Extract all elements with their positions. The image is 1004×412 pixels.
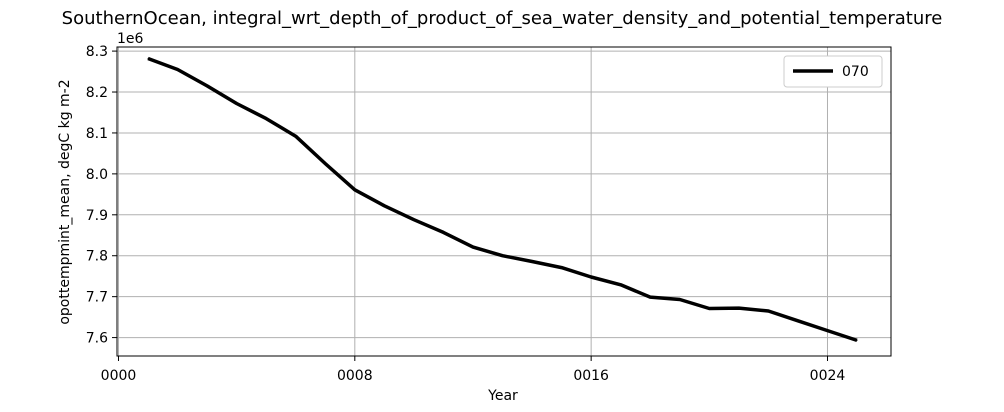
x-tick-label: 0024 [810, 368, 846, 384]
data-point [649, 296, 651, 298]
data-point [295, 135, 297, 137]
data-point [442, 231, 444, 233]
data-point [767, 310, 769, 312]
data-point [826, 330, 828, 332]
data-point [679, 299, 681, 301]
y-tick-label: 8.0 [86, 167, 108, 183]
x-axis: 0000 0008 0016 0024 [101, 356, 846, 384]
data-point [620, 284, 622, 286]
data-point [590, 276, 592, 278]
data-point [147, 57, 149, 59]
series-layer [147, 56, 858, 343]
data-point [708, 308, 710, 310]
data-point [236, 102, 238, 104]
grid [117, 47, 891, 356]
y-tick-label: 8.2 [86, 85, 108, 101]
chart-title: SouthernOcean, integral_wrt_depth_of_pro… [62, 8, 943, 29]
data-point [738, 307, 740, 309]
y-tick-label: 7.7 [86, 290, 108, 306]
legend-label: 070 [842, 64, 869, 80]
y-tick-label: 8.1 [86, 126, 108, 142]
x-tick-label: 0000 [101, 368, 137, 384]
data-point [177, 69, 179, 71]
x-axis-label: Year [487, 388, 518, 404]
data-point [502, 255, 504, 257]
data-point [797, 320, 799, 322]
data-point [354, 189, 356, 191]
data-point [472, 246, 474, 248]
y-tick-label: 8.3 [86, 44, 108, 60]
x-tick-label: 0008 [337, 368, 373, 384]
legend: 070 [783, 55, 883, 88]
y-axis-label: opottempmint_mean, degC kg m-2 [57, 79, 73, 324]
x-tick-label: 0016 [573, 368, 609, 384]
plot-area-frame [116, 46, 892, 357]
series-line-070 [147, 56, 858, 343]
data-point [265, 118, 267, 120]
data-point [324, 163, 326, 165]
y-offset-label: 1e6 [117, 31, 144, 47]
y-axis: 7.6 7.7 7.8 7.9 8.0 8.1 8.2 8.3 [86, 44, 117, 347]
data-point [561, 267, 563, 269]
data-point [413, 219, 415, 221]
data-point [856, 339, 858, 341]
y-tick-label: 7.6 [86, 331, 108, 347]
data-point [206, 85, 208, 87]
y-tick-label: 7.8 [86, 249, 108, 265]
y-tick-label: 7.9 [86, 208, 108, 224]
data-point [531, 260, 533, 262]
data-point [383, 205, 385, 207]
